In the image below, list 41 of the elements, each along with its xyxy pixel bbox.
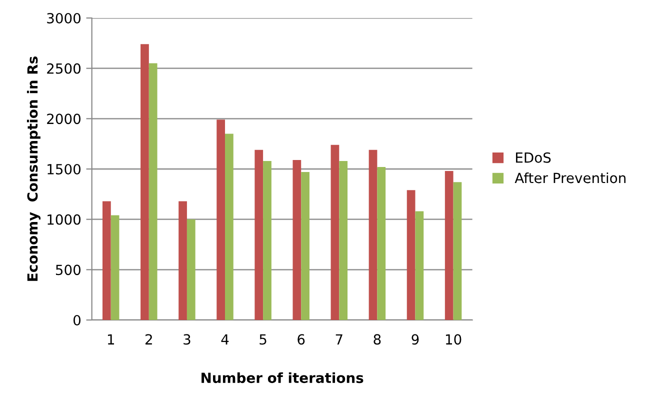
bar bbox=[339, 160, 348, 320]
bar bbox=[178, 201, 187, 320]
x-tick-label: 2 bbox=[146, 334, 152, 344]
bar bbox=[263, 160, 272, 320]
bar bbox=[330, 144, 340, 320]
bar bbox=[225, 134, 234, 320]
y-tick-label: 1000 bbox=[48, 214, 80, 225]
bar bbox=[377, 166, 386, 320]
x-tick-label: 8 bbox=[374, 334, 381, 345]
y-tick-label: 2000 bbox=[47, 114, 80, 124]
bar bbox=[406, 190, 416, 320]
bar bbox=[444, 171, 454, 320]
y-tick-label: 2500 bbox=[47, 63, 80, 74]
y-tick-label: 1500 bbox=[48, 164, 80, 174]
y-tick-label: 500 bbox=[56, 264, 80, 276]
x-tick-label: 1 bbox=[108, 334, 114, 344]
x-tick-label: 9 bbox=[412, 334, 419, 345]
bar bbox=[453, 182, 462, 320]
x-tick-label: 7 bbox=[336, 334, 342, 344]
y-axis-title: Economy Consumption in Rs bbox=[26, 56, 41, 281]
bar bbox=[368, 150, 378, 320]
bar bbox=[415, 211, 424, 320]
bar bbox=[140, 44, 149, 320]
bar bbox=[301, 172, 310, 320]
x-tick-label: 4 bbox=[221, 334, 229, 344]
bar bbox=[254, 150, 264, 320]
x-tick-label: 3 bbox=[184, 334, 190, 345]
x-tick-label: 6 bbox=[298, 334, 305, 345]
bar bbox=[292, 160, 302, 320]
bar bbox=[148, 63, 158, 320]
x-axis-title: Number of iterations bbox=[202, 372, 364, 384]
bar bbox=[186, 219, 196, 320]
x-tick-label: 10 bbox=[446, 334, 462, 345]
legend-label: After Prevention bbox=[514, 172, 626, 184]
y-tick-label: 3000 bbox=[47, 12, 80, 24]
legend-label: EDoS bbox=[516, 152, 551, 163]
x-tick-label: 5 bbox=[260, 334, 266, 345]
bar bbox=[110, 215, 120, 320]
y-tick-label: 0 bbox=[74, 314, 80, 326]
bar bbox=[102, 201, 111, 320]
bar bbox=[216, 120, 226, 320]
